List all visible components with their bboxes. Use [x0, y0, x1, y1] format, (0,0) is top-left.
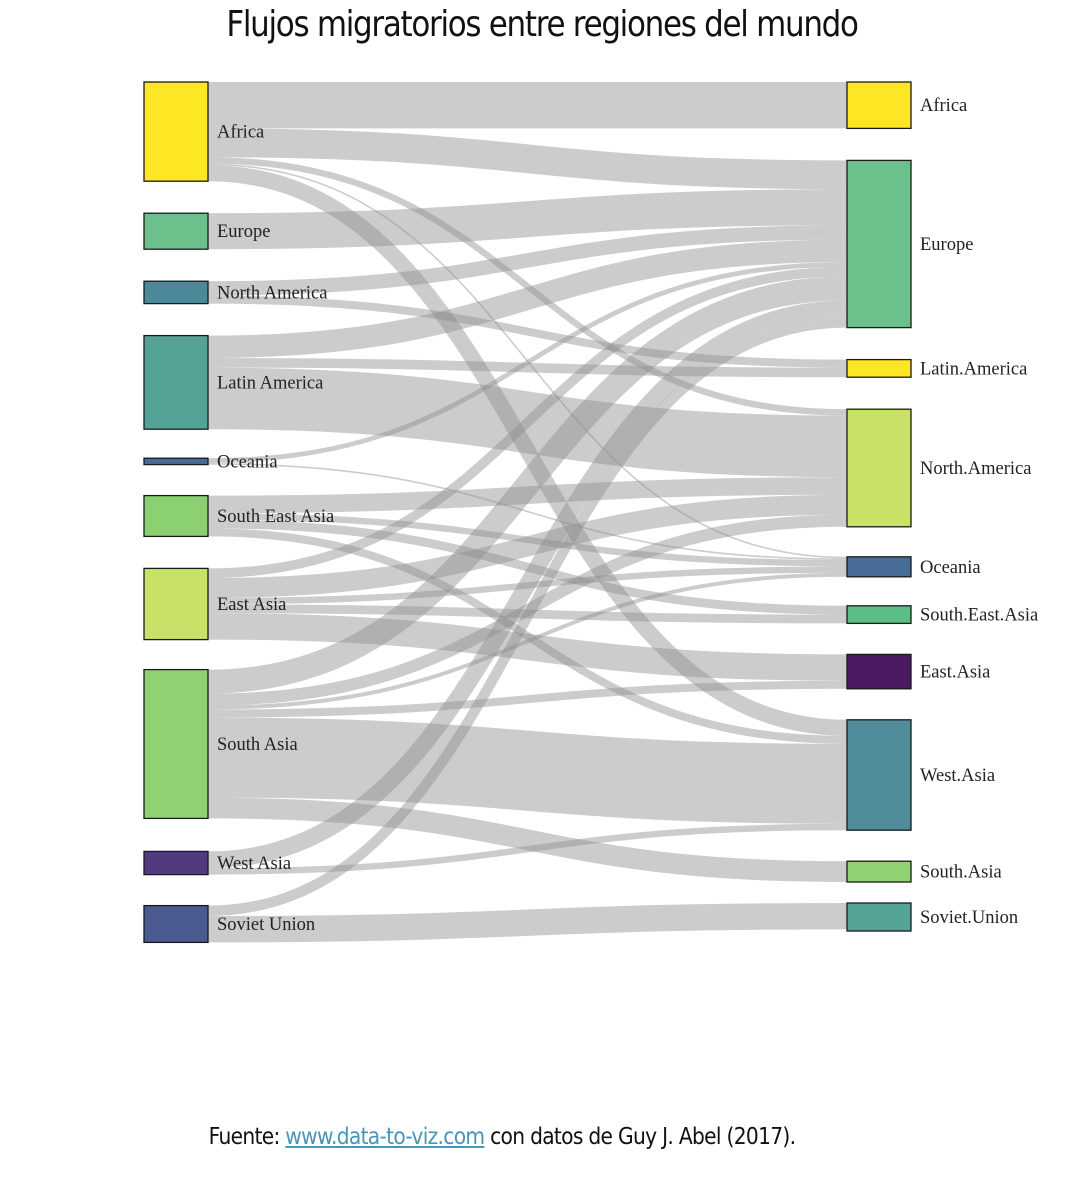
flow-soviet-union-to-soviet-union: [207, 903, 848, 943]
target-label-north-america: North.America: [920, 459, 1031, 479]
source-node-latin-america: [143, 334, 209, 430]
flow-oceania-to-oceania: [207, 463, 848, 560]
flow-south-asia-to-south-asia: [207, 797, 848, 882]
target-node-latin-america: [846, 358, 912, 378]
target-node-south-asia: [846, 860, 912, 883]
source-node-south-east-asia: [143, 494, 209, 538]
caption-suffix: con datos de Guy J. Abel (2017).: [484, 1124, 796, 1150]
source-node-south-asia: [143, 668, 209, 820]
flow-east-asia-to-east-asia: [207, 613, 848, 681]
flow-east-asia-to-oceania: [207, 566, 848, 605]
source-label-oceania: Oceania: [217, 452, 278, 472]
source-node-oceania: [143, 457, 209, 466]
flow-links: [207, 81, 848, 943]
target-label-soviet-union: Soviet.Union: [920, 908, 1018, 928]
flow-east-asia-to-europe: [207, 266, 848, 578]
source-label-europe: Europe: [217, 222, 270, 242]
flow-north-america-to-europe: [207, 225, 848, 296]
source-label-south-east-asia: South East Asia: [217, 507, 334, 527]
flow-east-asia-to-south-east-asia: [207, 604, 848, 624]
flow-south-asia-to-east-asia: [207, 680, 848, 718]
flow-oceania-to-europe: [207, 262, 848, 463]
region-labels: Africa Europe North America Latin America Oc…: [217, 96, 1038, 935]
source-label-soviet-union: Soviet Union: [217, 915, 315, 935]
target-label-south-asia: South.Asia: [920, 863, 1002, 883]
source-label-east-asia: East Asia: [217, 595, 286, 615]
target-node-europe: [846, 159, 912, 329]
source-label-south-asia: South Asia: [217, 735, 298, 755]
flow-latin-america-to-latin-america: [207, 358, 848, 378]
flow-south-east-asia-to-oceania: [207, 513, 848, 567]
source-label-west-asia: West Asia: [217, 854, 291, 874]
source-label-latin-america: Latin America: [217, 373, 323, 393]
flow-north-america-to-latin-america: [207, 295, 848, 368]
target-label-europe: Europe: [920, 235, 973, 255]
source-node-europe: [143, 212, 209, 250]
target-node-east-asia: [846, 653, 912, 690]
flow-south-asia-to-oceania: [207, 572, 848, 710]
caption-prefix: Fuente:: [208, 1124, 286, 1150]
flow-africa-to-europe: [207, 128, 848, 190]
flow-south-asia-to-west-asia: [207, 717, 848, 824]
target-node-west-asia: [846, 719, 912, 831]
target-label-africa: Africa: [920, 96, 967, 116]
source-node-north-america: [143, 280, 209, 305]
flow-africa-to-north-america: [207, 157, 848, 416]
flow-latin-america-to-north-america: [207, 367, 848, 478]
flow-south-asia-to-north-america: [207, 514, 848, 706]
flow-south-east-asia-to-west-asia: [207, 528, 848, 744]
flow-south-east-asia-to-south-east-asia: [207, 519, 848, 615]
target-node-africa: [846, 81, 912, 130]
flow-south-asia-to-europe: [207, 276, 848, 694]
target-node-north-america: [846, 408, 912, 528]
target-node-soviet-union: [846, 902, 912, 932]
target-label-east-asia: East.Asia: [920, 663, 990, 683]
target-label-west-asia: West.Asia: [920, 766, 995, 786]
flow-south-east-asia-to-north-america: [207, 477, 848, 514]
target-label-latin-america: Latin.America: [920, 359, 1027, 379]
target-label-south-east-asia: South.East.Asia: [920, 606, 1038, 626]
flow-africa-to-oceania: [207, 163, 848, 559]
source-link[interactable]: www.data-to-viz.com: [285, 1124, 485, 1150]
source-caption: Fuente: www.data-to-viz.com con datos de…: [60, 1124, 944, 1150]
target-node-south-east-asia: [846, 605, 912, 625]
region-nodes: [143, 81, 912, 944]
source-node-africa: [143, 81, 209, 182]
target-label-oceania: Oceania: [920, 558, 981, 578]
flow-africa-to-west-asia: [207, 165, 848, 736]
flow-europe-to-europe: [207, 189, 848, 250]
chart-title: Flujos migratorios entre regiones del mu…: [226, 4, 859, 45]
source-node-west-asia: [143, 850, 209, 876]
flow-latin-america-to-europe: [207, 239, 848, 358]
flow-west-asia-to-west-asia: [207, 823, 848, 875]
source-node-east-asia: [143, 567, 209, 641]
flow-soviet-union-to-europe: [207, 317, 848, 916]
source-label-north-america: North America: [217, 283, 327, 303]
target-node-oceania: [846, 556, 912, 578]
source-label-africa: Africa: [217, 123, 264, 143]
flow-east-asia-to-north-america: [207, 494, 848, 598]
flow-west-asia-to-europe: [207, 300, 848, 869]
source-node-soviet-union: [143, 904, 209, 944]
